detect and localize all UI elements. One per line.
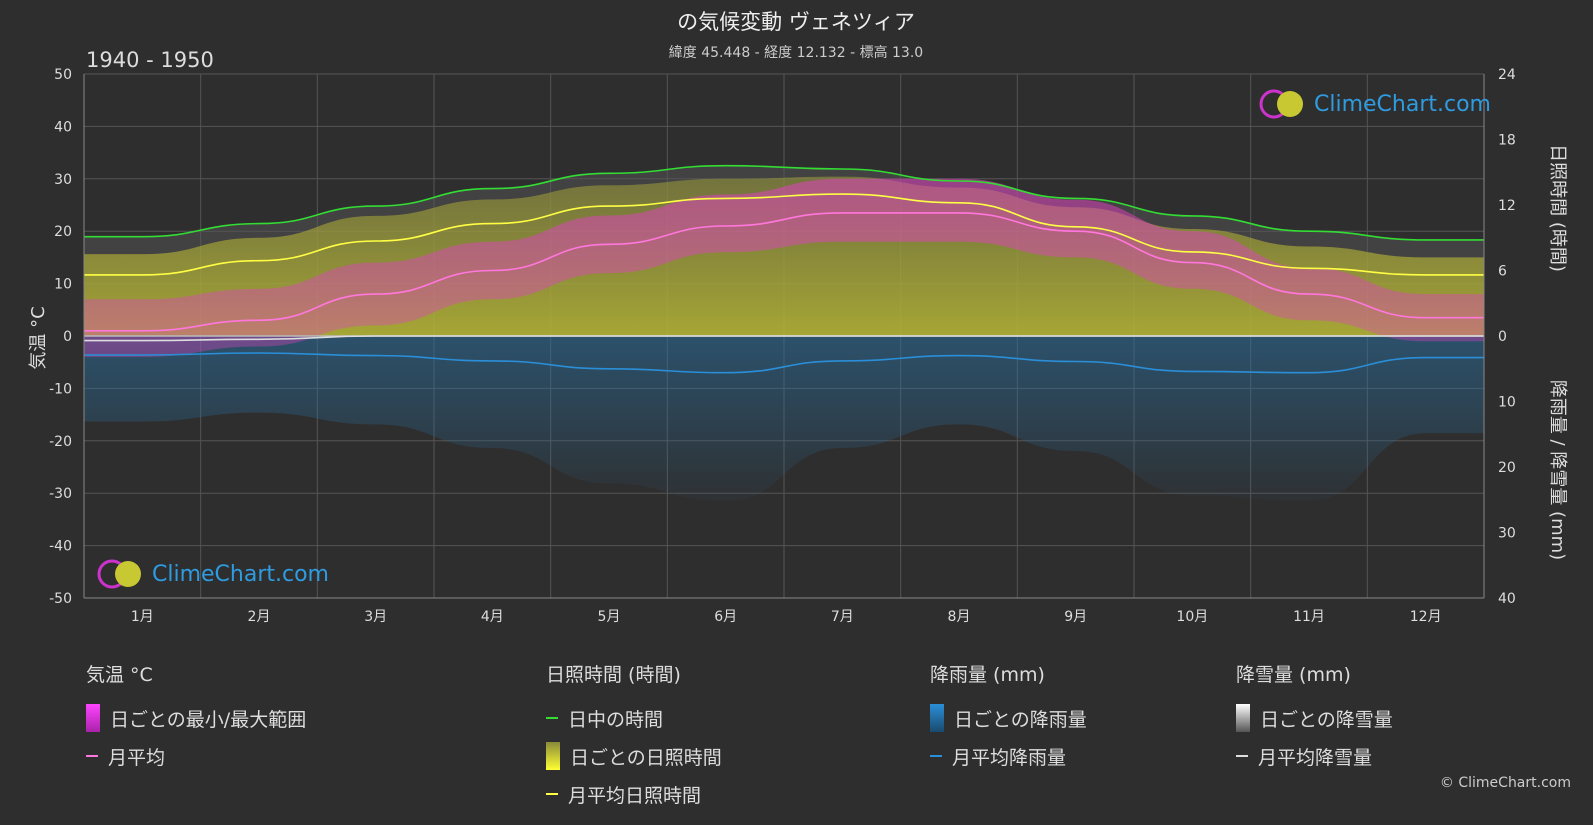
line-swatch xyxy=(1236,755,1248,757)
x-tick-label: 5月 xyxy=(598,609,621,625)
legend-item: 月平均降雨量 xyxy=(930,737,1087,775)
y-left-tick-label: 30 xyxy=(54,172,72,188)
rain-swatch xyxy=(930,704,944,732)
y-right-bottom-label: 降雨量 / 降雪量 (mm) xyxy=(1547,380,1568,560)
period-label: 1940 - 1950 xyxy=(86,48,214,72)
y-left-tick-label: -10 xyxy=(49,381,72,397)
climechart-logo-icon xyxy=(97,559,141,589)
legend-item: 日ごとの降雨量 xyxy=(930,699,1087,737)
copyright-text: © ClimeChart.com xyxy=(1439,775,1571,791)
x-tick-label: 1月 xyxy=(131,609,154,625)
y-right-top-label: 日照時間 (時間) xyxy=(1547,144,1568,272)
data-lines xyxy=(83,164,1484,374)
legend-item: 日ごとの最小/最大範囲 xyxy=(86,699,306,737)
x-tick-label: 12月 xyxy=(1410,609,1442,625)
climechart-logo-icon xyxy=(1259,89,1303,119)
y-right-bottom-tick-label: 40 xyxy=(1498,591,1516,607)
x-tick-label: 7月 xyxy=(831,609,854,625)
y-left-tick-label: -40 xyxy=(49,539,72,555)
y-left-tick-label: 50 xyxy=(54,67,72,83)
daylight-line xyxy=(83,164,1484,241)
temp-avg-line xyxy=(84,212,1484,332)
x-tick-label: 10月 xyxy=(1176,609,1208,625)
line-swatch xyxy=(86,755,98,757)
x-tick-label: 3月 xyxy=(364,609,387,625)
legend-title: 降雪量 (mm) xyxy=(1236,664,1351,686)
y-left-tick-label: -30 xyxy=(49,486,72,502)
legend-temperature: 気温 °C 日ごとの最小/最大範囲 月平均 xyxy=(86,660,306,775)
legend-label: 日ごとの日照時間 xyxy=(570,746,722,769)
legend-label: 月平均 xyxy=(108,746,166,769)
legend-label: 日ごとの最小/最大範囲 xyxy=(110,708,307,731)
legend-rain: 降雨量 (mm) 日ごとの降雨量 月平均降雨量 xyxy=(930,660,1087,775)
legend-item: 月平均日照時間 xyxy=(546,775,722,813)
line-swatch xyxy=(546,717,558,719)
y-right-top-tick-label: 18 xyxy=(1498,133,1516,149)
y-left-tick-label: -50 xyxy=(49,591,72,607)
y-right-bottom-tick-label: 30 xyxy=(1498,526,1516,542)
x-tick-label: 9月 xyxy=(1064,609,1087,625)
watermark-top: ClimeChart.com xyxy=(1258,88,1491,120)
legend-sunshine: 日照時間 (時間) 日中の時間 日ごとの日照時間 月平均日照時間 xyxy=(546,660,722,813)
sunshine-swatch xyxy=(546,742,560,770)
legend-item: 日中の時間 xyxy=(546,699,722,737)
y-left-tick-label: 10 xyxy=(54,277,72,293)
sunshine-avg-line xyxy=(84,193,1484,276)
legend-snow: 降雪量 (mm) 日ごとの降雪量 月平均降雪量 xyxy=(1236,660,1393,775)
legend-label: 日中の時間 xyxy=(568,708,664,731)
y-left-tick-label: 40 xyxy=(54,119,72,135)
snow-swatch xyxy=(1236,704,1250,732)
data-areas xyxy=(84,165,1484,502)
legend-label: 日ごとの降雨量 xyxy=(954,708,1087,731)
chart-subtitle: 緯度 45.448 - 経度 12.132 - 標高 13.0 xyxy=(669,44,923,61)
watermark-bottom: ClimeChart.com xyxy=(96,558,329,590)
y-right-bottom-tick-label: 20 xyxy=(1498,460,1516,476)
axes: 50 40 30 20 10 0 -10 -20 -30 -40 -50 24 18 12 6 0 10 20 30… xyxy=(49,67,1516,625)
y-right-top-tick-label: 12 xyxy=(1498,198,1516,214)
x-tick-label: 4月 xyxy=(481,609,504,625)
legend-title: 降雨量 (mm) xyxy=(930,664,1045,686)
legend-item: 日ごとの降雪量 xyxy=(1236,699,1393,737)
legend-item: 日ごとの日照時間 xyxy=(546,737,722,775)
legend-label: 月平均降雨量 xyxy=(952,746,1067,769)
x-tick-label: 2月 xyxy=(248,609,271,625)
legend-label: 月平均降雪量 xyxy=(1258,746,1373,769)
y-left-label: 気温 °C xyxy=(28,306,49,369)
legend-label: 月平均日照時間 xyxy=(568,784,702,807)
range-swatch xyxy=(86,704,100,732)
line-swatch xyxy=(930,755,942,757)
temp-range-area xyxy=(84,178,1484,357)
x-tick-label: 11月 xyxy=(1293,609,1325,625)
y-right-bottom-tick-label: 10 xyxy=(1498,395,1516,411)
legend-title: 日照時間 (時間) xyxy=(546,664,681,686)
legend-label: 日ごとの降雪量 xyxy=(1260,708,1393,731)
y-right-top-tick-label: 6 xyxy=(1498,264,1507,280)
chart-title: の気候変動 ヴェネツィア xyxy=(677,10,915,34)
legend-title: 気温 °C xyxy=(86,664,153,686)
snow-avg-line xyxy=(84,335,1484,342)
y-right-top-tick-label: 24 xyxy=(1498,67,1516,83)
legend-item: 月平均降雪量 xyxy=(1236,737,1393,775)
y-left-tick-label: -20 xyxy=(49,434,72,450)
rain-area xyxy=(84,336,1484,502)
legend-item: 月平均 xyxy=(86,737,306,775)
x-tick-label: 8月 xyxy=(948,609,971,625)
watermark-text: ClimeChart.com xyxy=(152,561,329,587)
rain-avg-line xyxy=(84,352,1484,374)
watermark-text: ClimeChart.com xyxy=(1314,91,1491,117)
y-left-tick-label: 20 xyxy=(54,224,72,240)
x-tick-label: 6月 xyxy=(714,609,737,625)
y-right-top-tick-label: 0 xyxy=(1498,329,1507,345)
y-left-tick-label: 0 xyxy=(63,329,72,345)
line-swatch xyxy=(546,793,558,795)
